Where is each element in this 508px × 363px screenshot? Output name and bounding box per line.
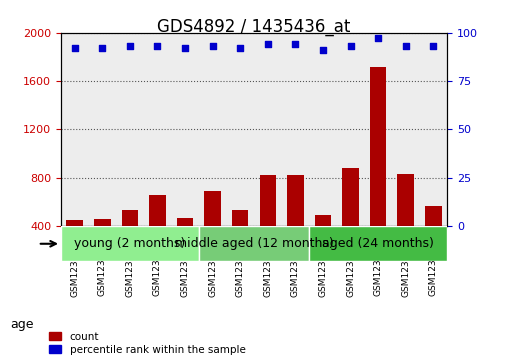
Text: middle aged (12 months): middle aged (12 months) bbox=[175, 237, 333, 250]
FancyBboxPatch shape bbox=[199, 226, 309, 261]
FancyBboxPatch shape bbox=[61, 226, 199, 261]
Point bbox=[291, 41, 299, 47]
Bar bbox=[171, 33, 199, 226]
Point bbox=[181, 45, 189, 51]
Point bbox=[402, 43, 410, 49]
Point bbox=[236, 45, 244, 51]
Bar bbox=[227, 33, 254, 226]
Point bbox=[209, 43, 217, 49]
Bar bbox=[337, 33, 364, 226]
Bar bbox=[88, 33, 116, 226]
Bar bbox=[397, 174, 414, 274]
Bar bbox=[281, 33, 309, 226]
Bar bbox=[199, 33, 227, 226]
Bar bbox=[392, 33, 420, 226]
Bar bbox=[314, 215, 331, 274]
Point bbox=[264, 41, 272, 47]
Bar bbox=[61, 33, 88, 226]
Point bbox=[98, 45, 106, 51]
Bar bbox=[232, 211, 248, 274]
Bar bbox=[144, 33, 171, 226]
Bar bbox=[260, 175, 276, 274]
Point bbox=[429, 43, 437, 49]
Bar bbox=[149, 195, 166, 274]
Bar bbox=[370, 66, 387, 274]
Bar bbox=[94, 219, 111, 274]
Bar bbox=[287, 175, 304, 274]
Point bbox=[153, 43, 162, 49]
Bar bbox=[177, 218, 194, 274]
Bar bbox=[364, 33, 392, 226]
Point bbox=[71, 45, 79, 51]
Bar bbox=[121, 211, 138, 274]
Bar bbox=[425, 205, 441, 274]
Point bbox=[346, 43, 355, 49]
Point bbox=[374, 36, 382, 41]
Bar bbox=[67, 220, 83, 274]
Text: GDS4892 / 1435436_at: GDS4892 / 1435436_at bbox=[157, 18, 351, 36]
Bar bbox=[309, 33, 337, 226]
Bar bbox=[420, 33, 447, 226]
Legend: count, percentile rank within the sample: count, percentile rank within the sample bbox=[46, 329, 249, 358]
Point bbox=[319, 47, 327, 53]
Bar bbox=[204, 191, 221, 274]
Point bbox=[126, 43, 134, 49]
Text: age: age bbox=[10, 318, 34, 331]
Bar bbox=[342, 168, 359, 274]
Bar bbox=[254, 33, 281, 226]
Text: young (2 months): young (2 months) bbox=[74, 237, 185, 250]
FancyBboxPatch shape bbox=[309, 226, 447, 261]
Text: aged (24 months): aged (24 months) bbox=[322, 237, 434, 250]
Bar bbox=[116, 33, 144, 226]
